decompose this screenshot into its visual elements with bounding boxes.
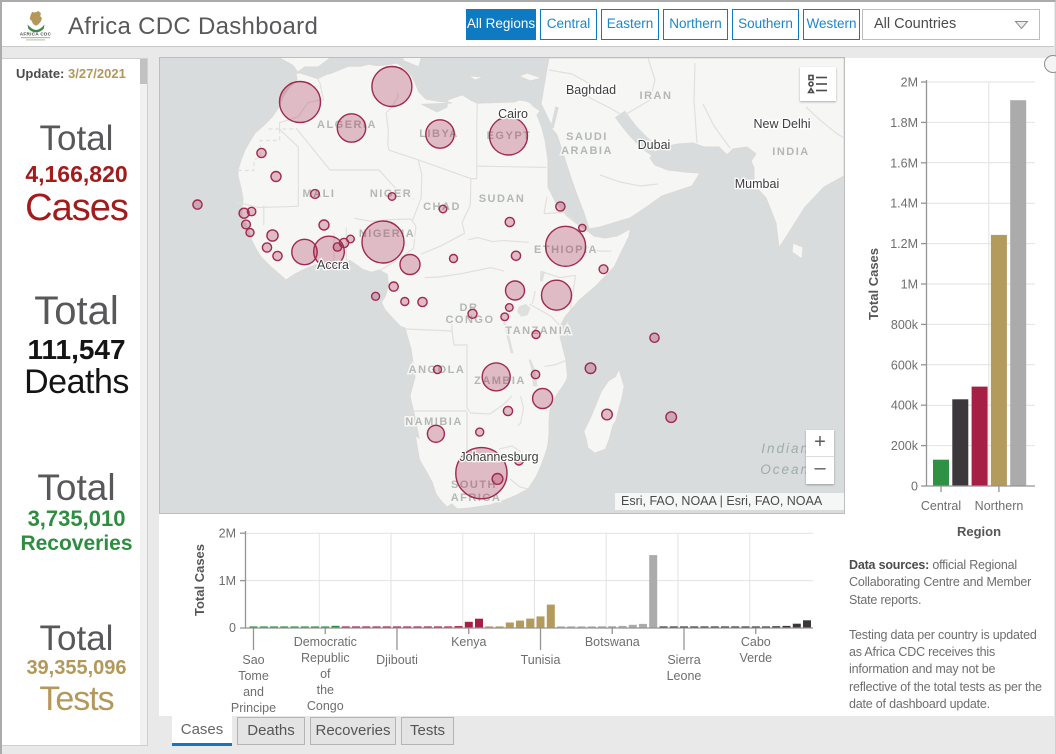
svg-text:MALI: MALI bbox=[303, 188, 336, 200]
svg-text:Accra: Accra bbox=[317, 258, 349, 272]
svg-text:ZAMBIA: ZAMBIA bbox=[474, 375, 526, 387]
svg-text:Johannesburg: Johannesburg bbox=[459, 450, 538, 464]
svg-text:Region: Region bbox=[957, 524, 1001, 539]
svg-text:ALGERIA: ALGERIA bbox=[317, 119, 377, 131]
svg-text:Cabo: Cabo bbox=[741, 635, 771, 649]
svg-text:AFRICA CDC: AFRICA CDC bbox=[20, 32, 52, 37]
svg-text:Sao: Sao bbox=[242, 653, 264, 667]
svg-text:Mumbai: Mumbai bbox=[735, 177, 779, 191]
svg-text:Leone: Leone bbox=[667, 669, 702, 683]
svg-text:the: the bbox=[317, 683, 334, 697]
svg-text:DR: DR bbox=[460, 302, 479, 314]
svg-text:2M: 2M bbox=[901, 76, 918, 90]
svg-text:1M: 1M bbox=[901, 278, 918, 292]
svg-text:Djibouti: Djibouti bbox=[376, 653, 418, 667]
svg-text:Democratic: Democratic bbox=[294, 635, 357, 649]
svg-text:IRAN: IRAN bbox=[640, 90, 673, 102]
svg-text:Ocean: Ocean bbox=[760, 462, 810, 477]
svg-text:Republic: Republic bbox=[301, 651, 350, 665]
svg-text:Botswana: Botswana bbox=[585, 635, 640, 649]
svg-text:1.6M: 1.6M bbox=[890, 156, 918, 170]
svg-text:CONGO: CONGO bbox=[445, 314, 494, 326]
svg-text:ARABIA: ARABIA bbox=[561, 145, 613, 157]
svg-text:Total Cases: Total Cases bbox=[866, 248, 881, 320]
svg-text:ANGOLA: ANGOLA bbox=[409, 364, 466, 376]
svg-text:NIGER: NIGER bbox=[370, 188, 412, 200]
svg-text:LIBYA: LIBYA bbox=[419, 128, 459, 140]
svg-text:SUDAN: SUDAN bbox=[479, 193, 526, 205]
svg-text:Verde: Verde bbox=[739, 651, 772, 665]
svg-text:1.4M: 1.4M bbox=[890, 197, 918, 211]
svg-text:EGYPT: EGYPT bbox=[487, 130, 532, 142]
svg-text:CHAD: CHAD bbox=[423, 201, 461, 213]
svg-text:Dubai: Dubai bbox=[638, 138, 671, 152]
svg-text:ETHIOPIA: ETHIOPIA bbox=[534, 244, 598, 256]
svg-text:Principe: Principe bbox=[231, 701, 276, 715]
svg-text:400k: 400k bbox=[891, 399, 919, 413]
svg-text:1M: 1M bbox=[219, 574, 236, 588]
svg-text:800k: 800k bbox=[891, 318, 919, 332]
svg-text:Kenya: Kenya bbox=[451, 635, 486, 649]
svg-text:Indian: Indian bbox=[761, 441, 810, 456]
svg-text:1.8M: 1.8M bbox=[890, 116, 918, 130]
svg-text:Tome: Tome bbox=[238, 669, 269, 683]
svg-text:Central: Central bbox=[921, 499, 961, 513]
svg-text:and: and bbox=[243, 685, 264, 699]
svg-text:0: 0 bbox=[229, 621, 236, 635]
svg-text:2M: 2M bbox=[219, 527, 236, 541]
svg-text:NAMIBIA: NAMIBIA bbox=[405, 416, 463, 428]
svg-text:Baghdad: Baghdad bbox=[566, 83, 616, 97]
svg-text:0: 0 bbox=[911, 480, 918, 494]
svg-text:INDIA: INDIA bbox=[772, 146, 809, 158]
svg-text:Congo: Congo bbox=[307, 699, 344, 713]
svg-text:Cairo: Cairo bbox=[498, 107, 528, 121]
svg-text:Total Cases: Total Cases bbox=[192, 544, 207, 616]
svg-text:600k: 600k bbox=[891, 358, 919, 372]
svg-text:Northern: Northern bbox=[975, 499, 1024, 513]
svg-text:SAUDI: SAUDI bbox=[566, 131, 608, 143]
svg-text:of: of bbox=[320, 667, 331, 681]
svg-text:Sierra: Sierra bbox=[667, 653, 700, 667]
svg-text:New Delhi: New Delhi bbox=[754, 117, 811, 131]
svg-text:200k: 200k bbox=[891, 439, 919, 453]
svg-text:Tunisia: Tunisia bbox=[521, 653, 561, 667]
svg-text:1.2M: 1.2M bbox=[890, 237, 918, 251]
